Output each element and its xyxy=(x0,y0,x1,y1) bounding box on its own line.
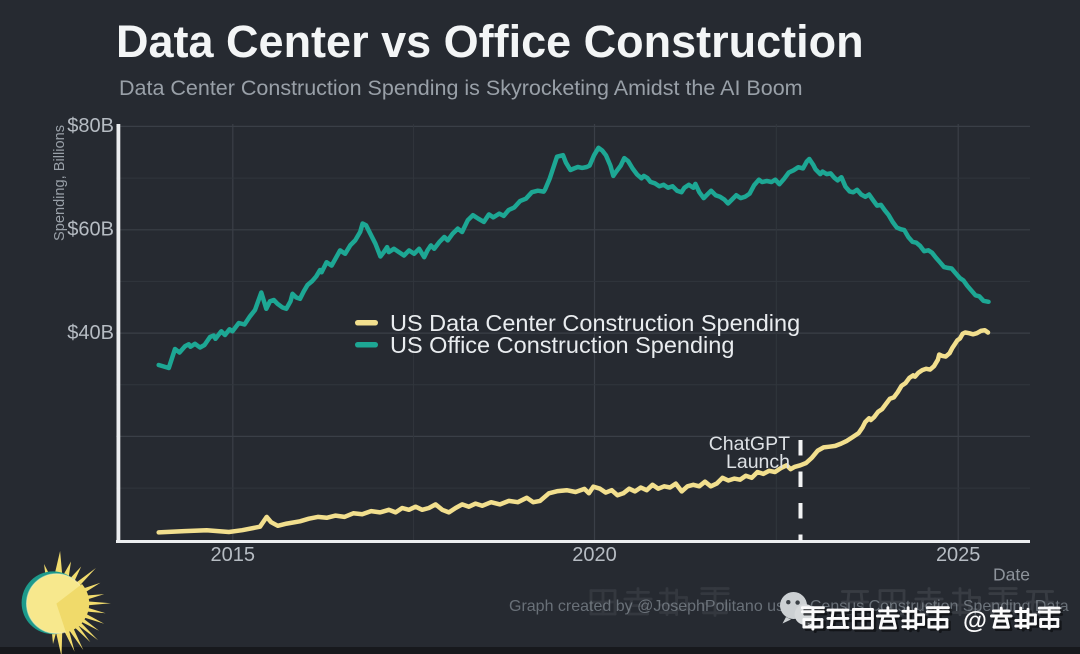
svg-text:Spending, Billions: Spending, Billions xyxy=(52,125,68,241)
svg-text:US Office Construction Spendin: US Office Construction Spending xyxy=(390,332,734,358)
svg-text:ChatGPT: ChatGPT xyxy=(709,433,790,455)
svg-text:2020: 2020 xyxy=(572,544,617,566)
svg-text:Launch: Launch xyxy=(726,451,790,473)
svg-text:2015: 2015 xyxy=(211,544,256,566)
svg-text:@: @ xyxy=(963,608,987,635)
svg-text:$60B: $60B xyxy=(67,219,114,241)
svg-text:Data Center Construction Spend: Data Center Construction Spending is Sky… xyxy=(119,76,803,100)
svg-text:$80B: $80B xyxy=(67,115,114,137)
svg-text:2025: 2025 xyxy=(936,544,981,566)
svg-text:Date: Date xyxy=(993,565,1030,585)
svg-text:$40B: $40B xyxy=(67,322,114,344)
svg-text:US Data Center Construction Sp: US Data Center Construction Spending xyxy=(390,310,800,336)
svg-text:Data Center vs Office Construc: Data Center vs Office Construction xyxy=(116,16,864,67)
